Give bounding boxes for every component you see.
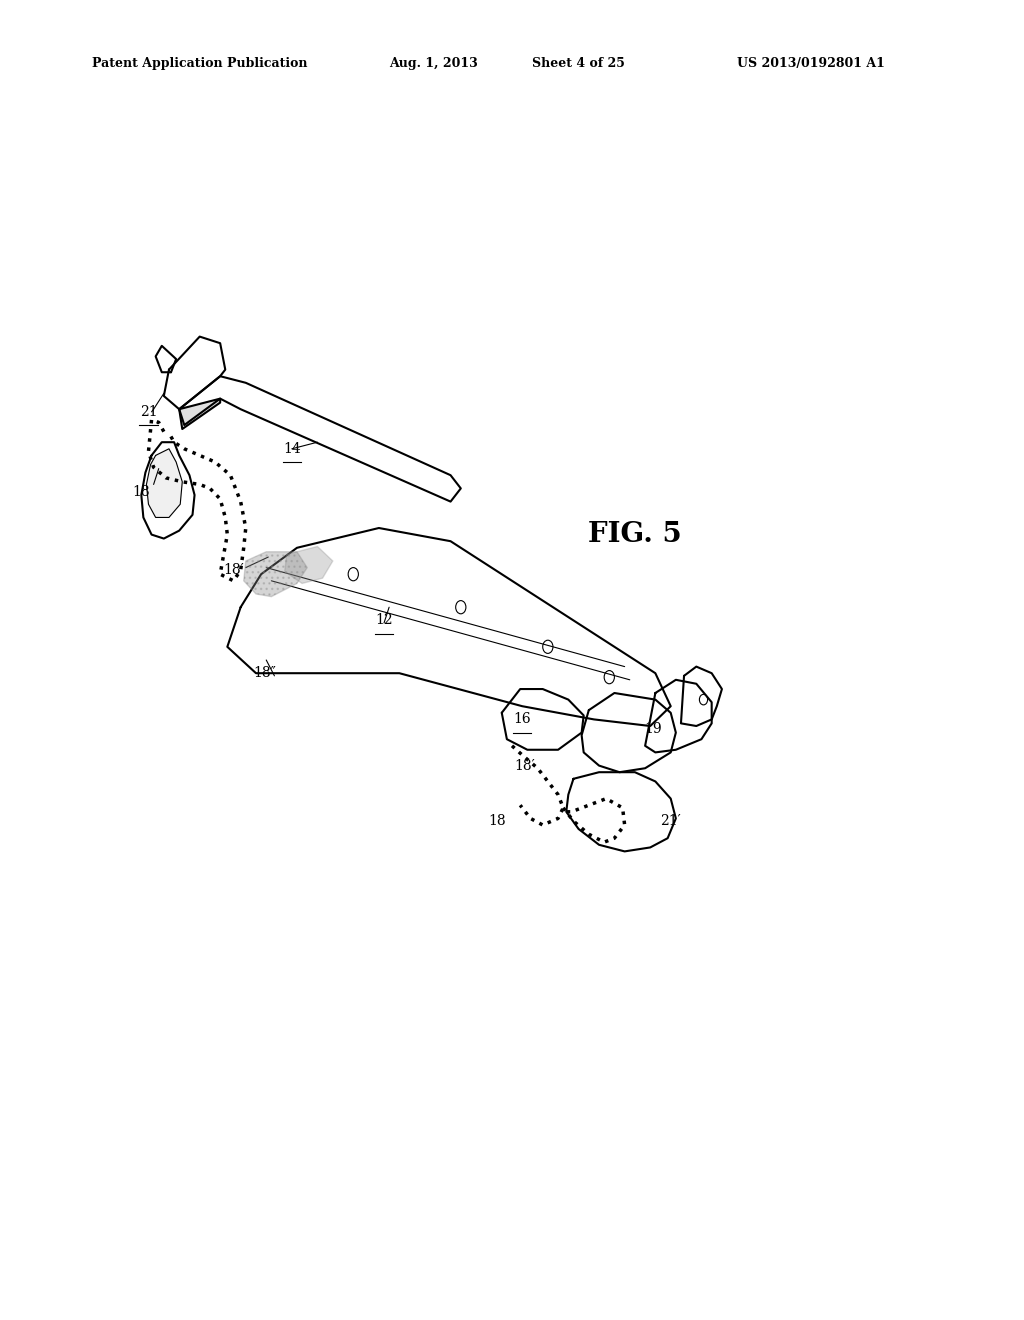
Polygon shape xyxy=(164,337,225,409)
Polygon shape xyxy=(179,399,220,429)
Text: Patent Application Publication: Patent Application Publication xyxy=(92,57,307,70)
Polygon shape xyxy=(244,552,307,597)
Text: 18′: 18′ xyxy=(223,564,244,577)
Polygon shape xyxy=(502,689,584,750)
Text: 16: 16 xyxy=(513,713,531,726)
Text: US 2013/0192801 A1: US 2013/0192801 A1 xyxy=(737,57,885,70)
Polygon shape xyxy=(141,442,195,539)
Text: 18: 18 xyxy=(487,814,506,828)
Polygon shape xyxy=(285,546,333,583)
Text: 14: 14 xyxy=(283,442,301,455)
Polygon shape xyxy=(146,449,182,517)
Polygon shape xyxy=(681,667,722,726)
Text: Sheet 4 of 25: Sheet 4 of 25 xyxy=(532,57,626,70)
Text: FIG. 5: FIG. 5 xyxy=(588,521,682,548)
Polygon shape xyxy=(582,693,676,772)
Text: 18: 18 xyxy=(132,486,151,499)
Polygon shape xyxy=(645,680,712,752)
Polygon shape xyxy=(566,772,676,851)
Polygon shape xyxy=(179,376,461,502)
Text: 19: 19 xyxy=(644,722,663,735)
Polygon shape xyxy=(227,528,671,726)
Text: 21′: 21′ xyxy=(660,814,681,828)
Text: 12: 12 xyxy=(375,614,393,627)
Text: 21: 21 xyxy=(139,405,158,418)
Polygon shape xyxy=(156,346,176,372)
Text: Aug. 1, 2013: Aug. 1, 2013 xyxy=(389,57,478,70)
Text: 18″: 18″ xyxy=(253,667,275,680)
Text: 18′: 18′ xyxy=(514,759,535,772)
